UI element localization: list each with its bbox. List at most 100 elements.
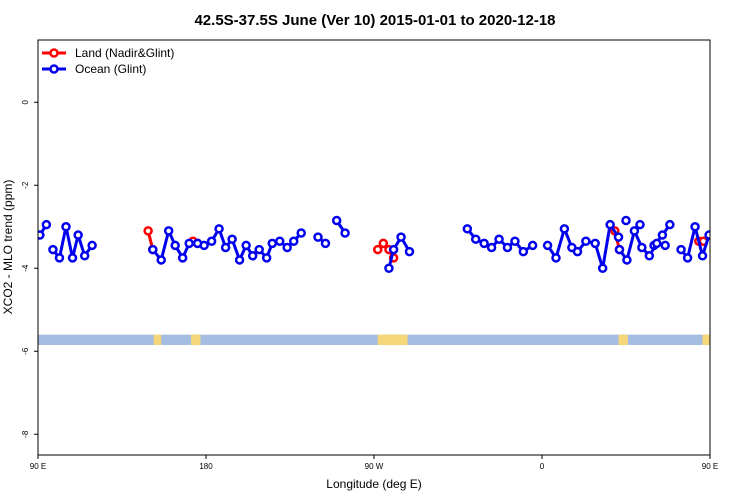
data-point [143, 226, 153, 236]
data-point [296, 228, 306, 238]
data-point [637, 242, 647, 253]
data-point [682, 253, 693, 263]
legend-label: Land (Nadir&Glint) [75, 46, 174, 60]
data-point [559, 224, 570, 234]
data-point [163, 226, 174, 236]
data-point [177, 253, 188, 263]
land-band-segment [618, 334, 628, 346]
data-point [660, 240, 670, 251]
y-tick-label: -2 [21, 181, 30, 189]
y-tick-label: -8 [21, 430, 30, 438]
data-point [320, 238, 331, 249]
data-point [61, 222, 71, 232]
data-point [41, 219, 52, 230]
data-point [404, 246, 415, 257]
data-point [462, 224, 473, 234]
data-point [54, 253, 65, 263]
data-point [470, 234, 481, 244]
land-band-segment [377, 334, 408, 346]
series-line [546, 223, 620, 270]
data-point [282, 242, 292, 253]
data-point [613, 232, 624, 242]
land-ocean-band [38, 334, 710, 346]
data-point [378, 238, 389, 249]
data-point [79, 251, 90, 261]
data-point [254, 244, 264, 255]
y-axis: 0 -2 -4 -6 -8 [21, 99, 38, 438]
data-point [73, 230, 83, 240]
data-point [629, 226, 640, 236]
legend-label: Ocean (Glint) [75, 62, 146, 76]
data-point [572, 246, 583, 257]
data-point [87, 240, 97, 251]
legend: Land (Nadir&Glint) Ocean (Glint) [42, 46, 174, 76]
data-point [697, 251, 708, 261]
data-point [486, 242, 497, 253]
data-point [621, 215, 631, 226]
data-point [288, 236, 299, 247]
data-point [384, 263, 394, 273]
data-point [605, 219, 615, 230]
data-point [267, 238, 278, 249]
y-tick-label: -6 [21, 347, 30, 355]
data-point [340, 228, 350, 238]
data-point [227, 234, 237, 244]
data-point [261, 253, 272, 263]
data-point [721, 242, 728, 249]
data-point [388, 244, 399, 255]
chart-title: 42.5S-37.5S June (Ver 10) 2015-01-01 to … [194, 12, 555, 29]
data-point [220, 242, 231, 253]
y-tick-label: 0 [21, 99, 30, 104]
y-tick-label: -4 [21, 264, 30, 272]
data-point [510, 236, 520, 247]
data-point [372, 244, 383, 255]
land-band-segment [702, 334, 710, 346]
data-point [652, 238, 662, 249]
data-point [214, 224, 224, 234]
data-point [148, 244, 158, 255]
data-point [622, 255, 632, 265]
data-point [542, 240, 553, 251]
data-point [206, 236, 217, 247]
data-point [156, 255, 166, 265]
series-ocean [38, 215, 728, 273]
x-tick-label: 90 E [30, 462, 46, 471]
x-axis: 90 E 180 90 W 0 90 E [30, 455, 718, 471]
legend-item: Land (Nadir&Glint) [42, 46, 174, 60]
data-point [644, 251, 655, 261]
data-point [676, 244, 686, 255]
data-point [396, 232, 406, 242]
data-point [502, 242, 513, 253]
data-point [597, 263, 608, 273]
data-point [704, 230, 710, 240]
x-tick-label: 180 [199, 462, 213, 471]
x-axis-label: Longitude (deg E) [326, 477, 421, 491]
data-point [234, 255, 245, 265]
data-point [479, 238, 489, 249]
data-point [590, 238, 600, 249]
data-point [518, 246, 529, 257]
data-point [494, 234, 504, 244]
x-tick-label: 90 E [702, 462, 718, 471]
data-point [184, 238, 194, 249]
legend-marker [49, 48, 59, 58]
x-tick-label: 0 [540, 462, 545, 471]
data-point [713, 250, 720, 257]
x-tick-label: 90 W [365, 462, 384, 471]
data-point [67, 253, 78, 263]
data-point [665, 219, 675, 230]
data-point [48, 244, 58, 255]
land-band-segment [153, 334, 162, 346]
data-point [199, 240, 209, 251]
data-point [635, 219, 645, 230]
data-point [241, 240, 251, 251]
data-point [331, 215, 342, 226]
land-band-segment [191, 334, 201, 346]
data-point [551, 253, 561, 263]
ocean-band [38, 334, 710, 346]
data-point [690, 222, 700, 232]
data-point [274, 236, 285, 247]
legend-marker [49, 64, 59, 74]
y-axis-label: XCO2 - MLO trend (ppm) [1, 180, 15, 315]
